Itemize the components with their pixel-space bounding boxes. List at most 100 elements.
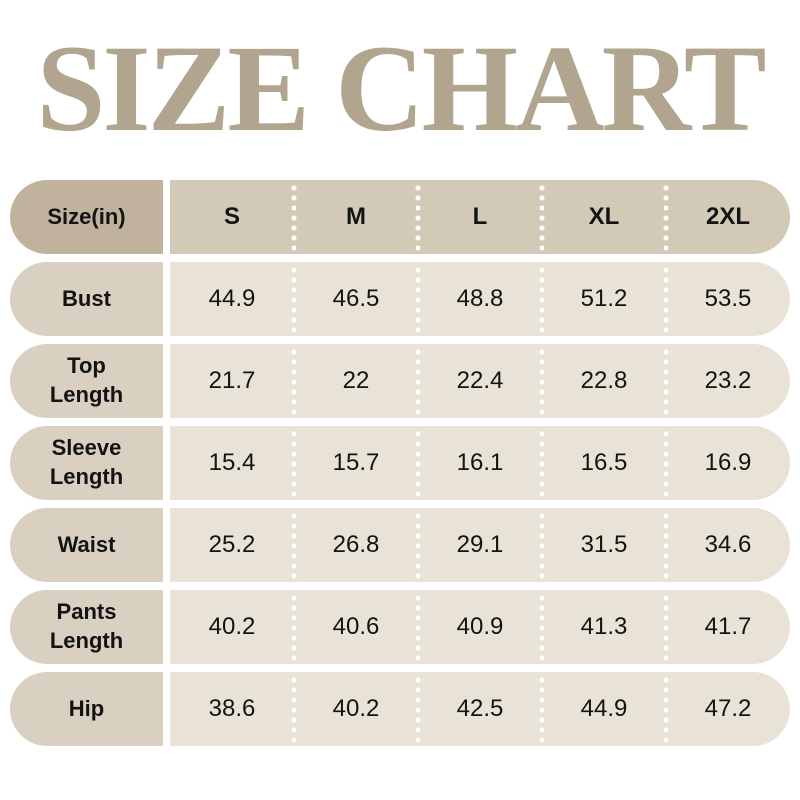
- header-label: Size(in): [47, 203, 126, 229]
- dotted-divider: [663, 182, 669, 251]
- column-header-m: M: [346, 202, 366, 230]
- dotted-divider: [539, 674, 545, 743]
- dotted-divider: [291, 592, 297, 661]
- value-cell: 21.7: [208, 366, 256, 394]
- column-header-xl: XL: [588, 202, 620, 230]
- row-label: Waist: [57, 531, 116, 557]
- dotted-divider: [663, 346, 669, 415]
- dotted-divider: [415, 592, 421, 661]
- row-values-strip: 38.6 40.2 42.5 44.9 47.2: [170, 671, 790, 746]
- column-gap: [163, 671, 170, 746]
- value-cell: 16.5: [580, 448, 628, 476]
- value-cell: 34.6: [704, 530, 752, 558]
- dotted-divider: [291, 510, 297, 579]
- row-label-cell: Sleeve Length: [10, 425, 163, 500]
- dotted-divider: [663, 510, 669, 579]
- dotted-divider: [415, 182, 421, 251]
- row-values-strip: 21.7 22 22.4 22.8 23.2: [170, 343, 790, 418]
- value-cell: 44.9: [580, 694, 628, 722]
- header-row: Size(in) S M L XL 2XL: [10, 179, 790, 254]
- row-label-cell: Top Length: [10, 343, 163, 418]
- value-cell: 46.5: [332, 284, 380, 312]
- value-cell: 47.2: [704, 694, 752, 722]
- value-cell: 22.8: [580, 366, 628, 394]
- dotted-divider: [291, 264, 297, 333]
- dotted-divider: [291, 674, 297, 743]
- value-cell: 26.8: [332, 530, 380, 558]
- value-cell: 53.5: [704, 284, 752, 312]
- value-cell: 15.7: [332, 448, 380, 476]
- table-row-waist: Waist 25.2 26.8 29.1 31.5 34.6: [10, 507, 790, 582]
- dotted-divider: [291, 182, 297, 251]
- table-row-pants-length: Pants Length 40.2 40.6 40.9 41.3 41.7: [10, 589, 790, 664]
- table-row-top-length: Top Length 21.7 22 22.4 22.8 23.2: [10, 343, 790, 418]
- value-cell: 31.5: [580, 530, 628, 558]
- value-cell: 40.9: [456, 612, 504, 640]
- size-chart-page: SIZE CHART Size(in) S M L XL 2XL Bu: [0, 22, 800, 800]
- dotted-divider: [415, 264, 421, 333]
- header-label-cell: Size(in): [10, 179, 163, 254]
- dotted-divider: [539, 428, 545, 497]
- column-header-2xl: 2XL: [705, 202, 750, 230]
- row-values-strip: 44.9 46.5 48.8 51.2 53.5: [170, 261, 790, 336]
- row-label: Top Length: [49, 353, 124, 407]
- value-cell: 38.6: [208, 694, 256, 722]
- value-cell: 15.4: [208, 448, 256, 476]
- dotted-divider: [415, 510, 421, 579]
- value-cell: 41.3: [580, 612, 628, 640]
- column-gap: [163, 343, 170, 418]
- value-cell: 44.9: [208, 284, 256, 312]
- value-cell: 22: [342, 366, 370, 394]
- column-gap: [163, 507, 170, 582]
- value-cell: 22.4: [456, 366, 504, 394]
- value-cell: 16.9: [704, 448, 752, 476]
- column-header-l: L: [472, 202, 488, 230]
- header-values-strip: S M L XL 2XL: [170, 179, 790, 254]
- dotted-divider: [663, 264, 669, 333]
- dotted-divider: [291, 428, 297, 497]
- dotted-divider: [539, 592, 545, 661]
- column-gap: [163, 589, 170, 664]
- value-cell: 40.2: [332, 694, 380, 722]
- row-values-strip: 40.2 40.6 40.9 41.3 41.7: [170, 589, 790, 664]
- row-label: Hip: [68, 695, 105, 721]
- row-label: Sleeve Length: [49, 435, 124, 489]
- column-header-s: S: [223, 202, 240, 230]
- column-gap: [163, 425, 170, 500]
- value-cell: 23.2: [704, 366, 752, 394]
- column-gap: [163, 261, 170, 336]
- value-cell: 29.1: [456, 530, 504, 558]
- row-label: Bust: [62, 285, 111, 311]
- dotted-divider: [539, 182, 545, 251]
- row-label-cell: Pants Length: [10, 589, 163, 664]
- row-values-strip: 15.4 15.7 16.1 16.5 16.9: [170, 425, 790, 500]
- row-label-cell: Waist: [10, 507, 163, 582]
- dotted-divider: [415, 428, 421, 497]
- size-chart-table: Size(in) S M L XL 2XL Bust 44.9: [10, 179, 790, 746]
- dotted-divider: [539, 510, 545, 579]
- row-label: Pants Length: [49, 599, 124, 653]
- value-cell: 40.6: [332, 612, 380, 640]
- row-label-cell: Hip: [10, 671, 163, 746]
- row-values-strip: 25.2 26.8 29.1 31.5 34.6: [170, 507, 790, 582]
- value-cell: 41.7: [704, 612, 752, 640]
- table-row-hip: Hip 38.6 40.2 42.5 44.9 47.2: [10, 671, 790, 746]
- page-title: SIZE CHART: [36, 20, 766, 157]
- value-cell: 51.2: [580, 284, 628, 312]
- value-cell: 48.8: [456, 284, 504, 312]
- row-label-cell: Bust: [10, 261, 163, 336]
- value-cell: 16.1: [456, 448, 504, 476]
- column-gap: [163, 179, 170, 254]
- dotted-divider: [663, 428, 669, 497]
- table-row-sleeve-length: Sleeve Length 15.4 15.7 16.1 16.5 16.9: [10, 425, 790, 500]
- dotted-divider: [415, 346, 421, 415]
- dotted-divider: [539, 346, 545, 415]
- dotted-divider: [663, 674, 669, 743]
- value-cell: 40.2: [208, 612, 256, 640]
- dotted-divider: [291, 346, 297, 415]
- dotted-divider: [539, 264, 545, 333]
- value-cell: 42.5: [456, 694, 504, 722]
- dotted-divider: [663, 592, 669, 661]
- dotted-divider: [415, 674, 421, 743]
- table-row-bust: Bust 44.9 46.5 48.8 51.2 53.5: [10, 261, 790, 336]
